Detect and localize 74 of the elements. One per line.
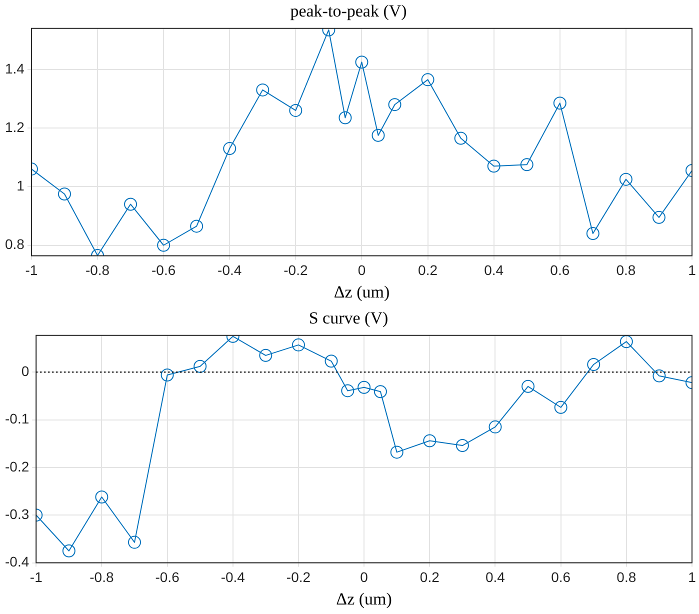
point: [487, 160, 500, 173]
y-tick-label: -0.1: [5, 410, 30, 427]
x-tick-label: 1: [688, 262, 696, 278]
point: [128, 536, 142, 549]
point: [338, 111, 352, 124]
x-axis-title: Δz (um): [336, 589, 392, 608]
point: [62, 544, 76, 558]
x-tick-label: -1: [25, 262, 38, 278]
point: [190, 220, 204, 233]
y-tick-label: 0.8: [4, 236, 25, 252]
point: [160, 368, 174, 382]
x-tick-label: -0.2: [284, 262, 308, 278]
point: [223, 142, 236, 156]
point: [620, 335, 633, 348]
y-tick-label: -0.2: [5, 458, 30, 474]
point: [652, 210, 666, 224]
y-tick-label: 0: [21, 362, 30, 379]
point: [292, 338, 305, 352]
y-tick-label: -0.3: [5, 506, 30, 522]
point: [372, 128, 385, 142]
point: [390, 446, 404, 459]
point: [454, 132, 468, 145]
x-axis-title: Δz (um): [334, 282, 390, 302]
x-tick-label: 0.2: [418, 262, 438, 278]
point: [421, 73, 434, 86]
point: [522, 380, 535, 393]
x-tick-label: 1: [688, 569, 696, 586]
x-tick-label: -0.2: [286, 569, 311, 586]
x-tick-label: -1: [30, 569, 43, 586]
point: [488, 420, 502, 434]
y-tick-label: 1: [16, 178, 25, 194]
point: [423, 434, 436, 448]
x-tick-label: 0.4: [484, 262, 504, 278]
point: [58, 187, 71, 200]
x-tick-label: -0.8: [85, 262, 110, 278]
x-tick-label: -0.4: [220, 569, 246, 586]
point: [358, 380, 371, 394]
point: [259, 348, 272, 362]
point: [194, 360, 207, 373]
y-tick-label: -0.4: [5, 554, 30, 570]
point: [341, 384, 354, 398]
chart-title: S curve (V): [308, 308, 388, 328]
point: [652, 369, 666, 382]
x-tick-label: 0.8: [616, 262, 636, 278]
point: [374, 385, 387, 398]
point: [324, 354, 338, 368]
point: [586, 227, 600, 240]
x-tick-label: 0.4: [486, 569, 506, 586]
point: [256, 83, 270, 96]
point: [554, 400, 568, 414]
x-tick-label: -0.4: [218, 262, 242, 278]
y-tick-label: 1.2: [4, 118, 25, 135]
chart-title: peak-to-peak (V): [290, 2, 407, 21]
point: [520, 158, 534, 172]
point: [355, 56, 368, 69]
x-tick-label: 0.6: [551, 569, 571, 586]
x-tick-label: 0.8: [616, 569, 636, 586]
x-tick-label: -0.6: [152, 262, 176, 278]
point: [157, 238, 170, 252]
x-tick-label: 0: [360, 569, 368, 586]
x-tick-label: 0: [358, 262, 366, 278]
point: [456, 439, 469, 452]
point: [587, 358, 600, 371]
point: [124, 198, 138, 211]
x-tick-label: -0.6: [155, 569, 180, 586]
x-tick-label: 0.2: [420, 569, 440, 586]
point: [619, 172, 632, 186]
x-tick-label: -0.8: [90, 569, 114, 586]
point: [95, 490, 108, 504]
point: [553, 96, 566, 110]
y-tick-label: 1.4: [4, 60, 25, 76]
x-tick-label: 0.6: [550, 262, 570, 278]
point: [289, 104, 302, 117]
point: [388, 98, 402, 112]
